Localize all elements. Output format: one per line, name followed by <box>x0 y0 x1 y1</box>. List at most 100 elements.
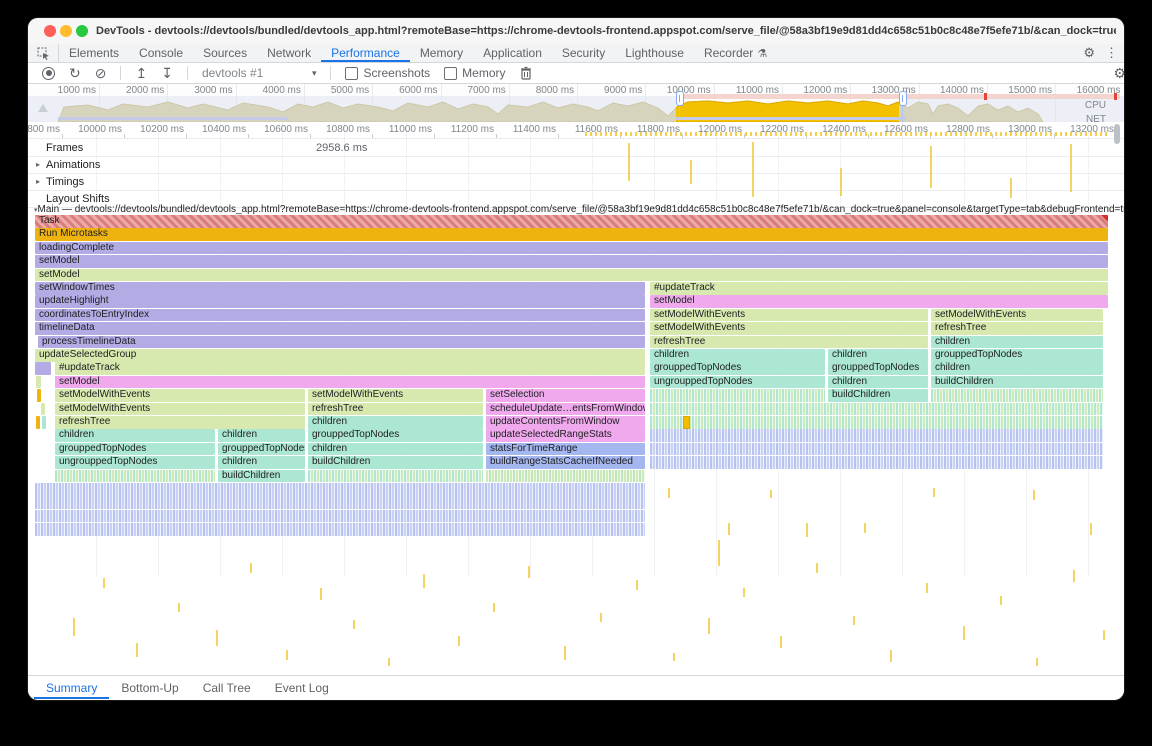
track-timings[interactable]: ▸ Timings <box>28 173 1124 191</box>
tab-bottom-up[interactable]: Bottom-Up <box>121 680 179 695</box>
flame-bar[interactable]: setModel <box>35 268 1108 282</box>
flame-bar[interactable]: children <box>828 375 928 389</box>
flame-bar[interactable]: updateHighlight <box>35 295 645 308</box>
flame-bar[interactable] <box>36 375 41 389</box>
tab-sources[interactable]: Sources <box>203 46 248 60</box>
tab-memory[interactable]: Memory <box>419 46 464 60</box>
flame-bar[interactable]: children <box>931 362 1103 375</box>
main-track-header[interactable]: ▾ Main — devtools://devtools/bundled/dev… <box>34 204 1124 215</box>
flame-bar[interactable] <box>35 509 645 523</box>
vertical-scrollbar-thumb[interactable] <box>1114 124 1120 144</box>
save-profile-icon[interactable]: ↧ <box>161 65 173 81</box>
flame-bar[interactable]: grouppedTopNodes <box>218 442 305 456</box>
tab-event-log[interactable]: Event Log <box>274 680 329 695</box>
flame-bar[interactable] <box>931 389 1103 402</box>
flame-bar[interactable] <box>41 402 45 416</box>
flame-bar[interactable]: setModel <box>55 375 645 389</box>
tab-application[interactable]: Application <box>483 46 542 60</box>
flame-bar[interactable] <box>35 523 645 536</box>
flame-bar[interactable]: scheduleUpdate…entsFromWindow <box>486 402 645 416</box>
flame-bar[interactable]: setModelWithEvents <box>650 308 928 322</box>
tab-call-tree[interactable]: Call Tree <box>202 680 251 695</box>
flame-bar[interactable]: refreshTree <box>308 402 483 416</box>
flame-bar[interactable]: setModelWithEvents <box>650 322 928 335</box>
minimize-window-button[interactable] <box>60 25 72 37</box>
flame-bar[interactable]: children <box>931 335 1103 349</box>
flame-bar[interactable] <box>650 442 1103 456</box>
timeline-overview[interactable]: 1000 ms 2000 ms 3000 ms 4000 ms 5000 ms 6000 … <box>28 84 1124 123</box>
maximize-window-button[interactable] <box>76 25 88 37</box>
flame-bar[interactable] <box>42 416 46 429</box>
flame-bar[interactable]: coordinatesToEntryIndex <box>35 308 645 322</box>
flame-bar[interactable] <box>650 416 1103 429</box>
flame-bar[interactable] <box>35 362 51 375</box>
flame-bar[interactable]: children <box>308 442 483 456</box>
capture-settings-gear-icon[interactable]: ⚙ <box>1113 65 1124 81</box>
flame-bar[interactable] <box>55 469 215 483</box>
flame-bar[interactable]: refreshTree <box>650 335 928 349</box>
flame-bar[interactable]: children <box>650 349 825 362</box>
flame-bar[interactable] <box>650 429 1103 442</box>
checkbox-icon[interactable] <box>345 66 359 80</box>
flame-chart[interactable]: Task Run Microtasks loadingComplete setMode… <box>28 215 1124 555</box>
flame-bar[interactable]: setModel <box>650 295 1108 308</box>
flame-bar[interactable]: updateSelectedGroup <box>35 349 645 362</box>
flame-bar[interactable]: children <box>218 429 305 442</box>
track-layout-shifts[interactable]: Layout Shifts <box>28 190 1124 208</box>
track-animations[interactable]: ▸ Animations <box>28 156 1124 174</box>
flame-bar[interactable]: processTimelineData <box>38 335 645 349</box>
recording-select[interactable]: devtools #1 <box>201 66 264 80</box>
tab-performance[interactable]: Performance <box>321 44 410 62</box>
tab-summary[interactable]: Summary <box>34 676 109 699</box>
selection-handle-right[interactable] <box>899 91 907 106</box>
flame-bar[interactable] <box>37 389 41 402</box>
flame-bar[interactable]: ungrouppedTopNodes <box>650 375 825 389</box>
flame-bar[interactable]: #updateTrack <box>650 282 1108 295</box>
flame-bar[interactable]: children <box>308 416 483 429</box>
flame-bar[interactable]: children <box>828 349 928 362</box>
clear-recording-icon[interactable]: ⊘ <box>94 65 107 81</box>
flame-bar[interactable]: grouppedTopNodes <box>55 442 215 456</box>
memory-checkbox[interactable]: Memory <box>444 66 506 80</box>
flame-bar[interactable] <box>308 469 483 483</box>
flame-bar[interactable]: refreshTree <box>55 416 305 429</box>
tab-lighthouse[interactable]: Lighthouse <box>625 46 684 60</box>
flame-bar[interactable]: setModelWithEvents <box>308 389 483 402</box>
flame-bar[interactable]: grouppedTopNodes <box>650 362 825 375</box>
kebab-menu-icon[interactable]: ⋮ <box>1105 45 1118 60</box>
flame-bar[interactable]: setModel <box>35 255 1108 268</box>
selection-handle-left[interactable] <box>676 91 684 106</box>
flame-bar[interactable]: grouppedTopNodes <box>931 349 1103 362</box>
flame-bar[interactable]: updateSelectedRangeStats <box>486 429 645 442</box>
flame-bar[interactable] <box>36 416 40 429</box>
flame-bar[interactable] <box>35 496 645 509</box>
tab-console[interactable]: Console <box>139 46 184 60</box>
flame-bar[interactable]: loadingComplete <box>35 241 1108 255</box>
tab-elements[interactable]: Elements <box>69 46 120 60</box>
disclosure-triangle-icon[interactable]: ▸ <box>36 160 41 169</box>
flame-bar[interactable]: timelineData <box>35 322 645 335</box>
flame-bar[interactable]: grouppedTopNodes <box>828 362 928 375</box>
flame-bar[interactable]: statsForTimeRange <box>486 442 645 456</box>
tab-security[interactable]: Security <box>561 46 606 60</box>
flame-bar[interactable]: Run Microtasks <box>35 228 1108 241</box>
disclosure-triangle-icon[interactable]: ▾ <box>34 206 38 214</box>
flame-bar[interactable]: ungrouppedTopNodes <box>55 456 215 469</box>
flame-bar[interactable]: setModelWithEvents <box>55 389 305 402</box>
flame-bar[interactable]: buildChildren <box>931 375 1103 389</box>
load-profile-icon[interactable]: ↥ <box>135 65 148 81</box>
flame-bar[interactable]: Task <box>35 215 1108 228</box>
screenshots-checkbox[interactable]: Screenshots <box>345 66 430 80</box>
flame-bar[interactable]: updateContentsFromWindow <box>486 416 645 429</box>
tab-recorder[interactable]: Recorder ⚗ <box>703 46 768 60</box>
flame-bar[interactable] <box>650 389 825 402</box>
flame-bar[interactable]: setModelWithEvents <box>55 402 305 416</box>
checkbox-icon[interactable] <box>444 66 458 80</box>
flame-bar[interactable]: grouppedTopNodes <box>308 429 483 442</box>
reload-and-record-icon[interactable]: ↻ <box>69 65 81 81</box>
flame-bar[interactable]: buildRangeStatsCacheIfNeeded <box>486 456 645 469</box>
flame-bar[interactable]: children <box>218 456 305 469</box>
flame-bar[interactable]: setWindowTimes <box>35 282 645 295</box>
settings-gear-icon[interactable]: ⚙ <box>1083 45 1095 60</box>
flame-bar[interactable]: buildChildren <box>218 469 305 483</box>
